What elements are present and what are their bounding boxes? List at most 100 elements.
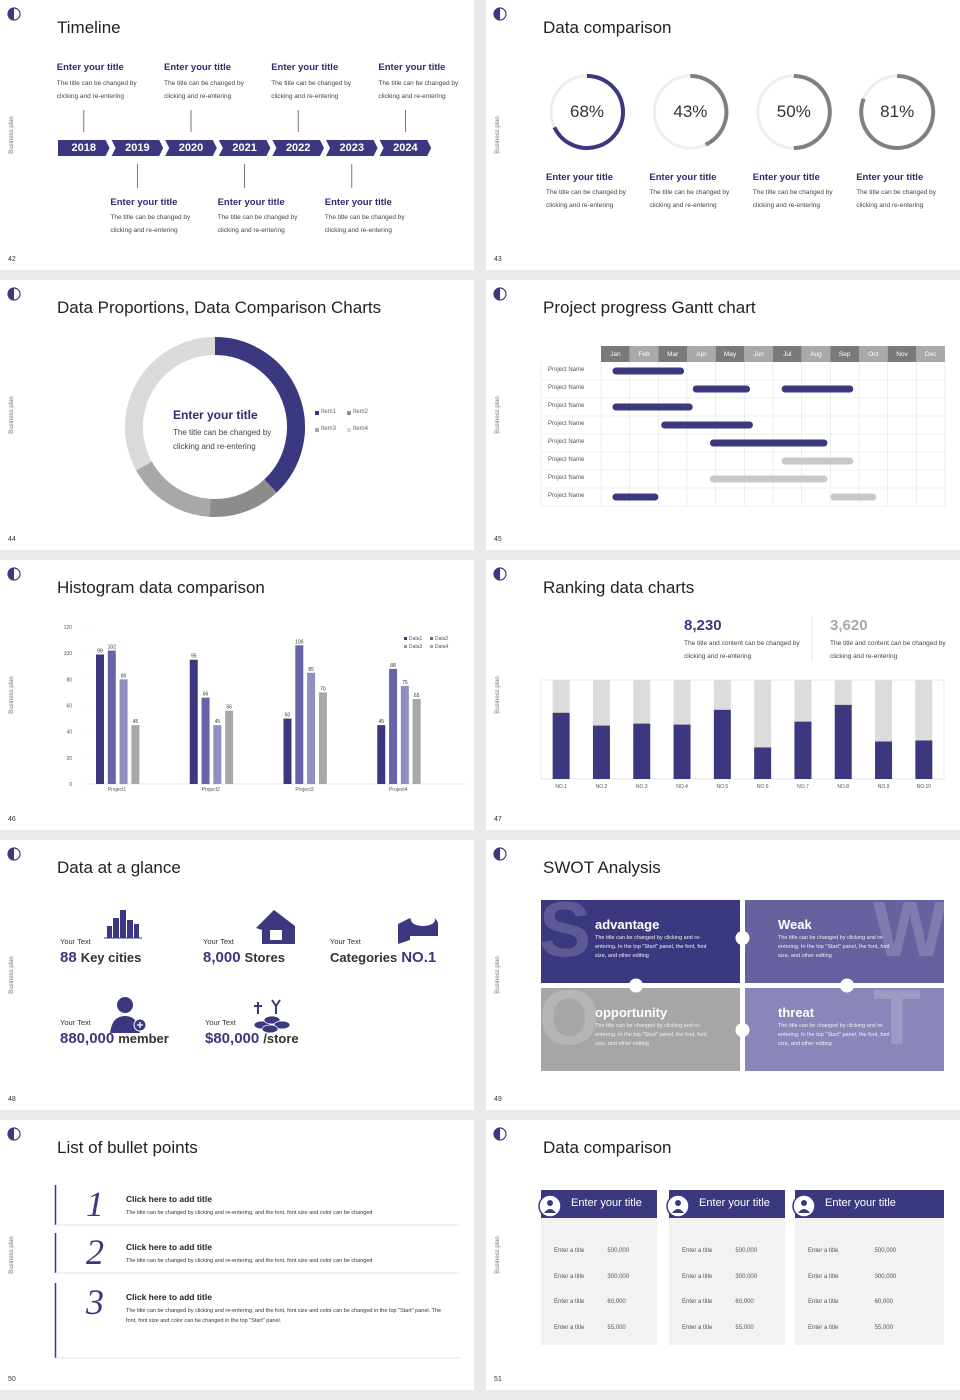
x-tick-label: Project3 <box>295 787 314 793</box>
year-label: 2021 <box>232 142 257 154</box>
row-value: 55,000 <box>607 1324 626 1331</box>
puzzle-knob <box>735 1023 750 1037</box>
card-icon <box>547 1200 553 1206</box>
x-tick-label: NO.8 <box>837 784 849 790</box>
y-tick-label: 20 <box>66 756 72 762</box>
side-label: Business plan <box>9 396 15 434</box>
task-name: Project Name <box>548 367 585 373</box>
month-header <box>687 346 716 362</box>
year-label: 2023 <box>339 142 365 154</box>
value-label: 56 <box>226 705 232 711</box>
icon <box>127 920 133 938</box>
bar-segment <box>875 741 893 779</box>
bar <box>400 685 409 784</box>
slide: Jan Feb Mar Apr May Jun Jul Aug Sep Oct Nov Dec Busi… <box>486 280 960 550</box>
month-header <box>629 346 659 362</box>
year-label: 2019 <box>125 142 150 154</box>
stat-unit: member <box>118 1031 169 1046</box>
bar <box>107 650 116 784</box>
slide-title: Data comparison <box>543 1138 672 1157</box>
legend-swatch <box>347 428 351 432</box>
page-number: 48 <box>8 1096 16 1103</box>
row-label: Enter a title <box>808 1299 839 1305</box>
x-tick-label: Project1 <box>108 787 127 793</box>
card-body <box>541 1218 657 1345</box>
legend-swatch <box>430 645 433 648</box>
ring-label: 81% <box>880 102 915 121</box>
stat-label: Your Text <box>205 1018 236 1027</box>
side-label: Business plan <box>9 676 15 714</box>
value-label: 45 <box>133 719 139 725</box>
entry-title: Enter your title <box>752 172 820 183</box>
row-value: 500,000 <box>735 1248 758 1254</box>
legend-label: Data4 <box>435 644 449 650</box>
item-text: The title can be changed by clicking and… <box>126 1308 442 1324</box>
slide: NO.1 NO.2 NO.3 NO.4 NO.5 NO.6 NO.7 NO.8 NO.9 NO.1… <box>486 560 960 830</box>
stat-value: 88 <box>60 949 77 966</box>
entry-text: The title can be changed by clicking and… <box>271 80 352 100</box>
card-icon <box>798 1209 810 1213</box>
bar <box>307 672 316 784</box>
bar-segment <box>794 721 812 779</box>
icon <box>134 924 139 938</box>
page-number: 43 <box>494 256 502 263</box>
ring-label: 50% <box>776 102 811 121</box>
stat-prefix: Categories <box>330 950 398 965</box>
swot-letter: T <box>873 973 921 1061</box>
highlight-value: 3,620 <box>830 617 868 634</box>
legend-swatch <box>315 411 319 415</box>
entry-text: The title can be changed by clicking and… <box>649 189 730 209</box>
gantt-bar <box>612 493 659 501</box>
year-segment <box>165 140 217 156</box>
slide-graphics <box>493 1127 944 1345</box>
month-header <box>773 346 802 362</box>
x-tick-label: NO.3 <box>636 784 648 790</box>
swot-text: The title can be changed by clicking and… <box>595 935 707 959</box>
center-title: Enter your title <box>173 408 258 422</box>
puzzle-knob <box>840 978 854 993</box>
bar-segment <box>915 740 933 779</box>
task-name: Project Name <box>548 493 585 499</box>
item-title: Click here to add title <box>126 1194 212 1204</box>
slide: Business plan 44 Data Proportions, Data Co… <box>0 280 474 550</box>
slide-graphics <box>7 287 351 517</box>
value-label: 99 <box>97 648 103 654</box>
icon <box>113 918 119 938</box>
bar-segment <box>754 747 772 779</box>
bar <box>201 697 210 784</box>
item-title: Click here to add title <box>126 1242 212 1252</box>
card-body <box>669 1218 785 1345</box>
logo <box>494 288 500 300</box>
x-tick-label: NO.4 <box>676 784 688 790</box>
side-label: Business plan <box>9 956 15 994</box>
bar-segment <box>834 680 852 705</box>
legend-swatch <box>404 645 407 648</box>
logo <box>494 848 500 860</box>
side-label: Business plan <box>9 116 15 154</box>
bar-segment <box>834 704 852 779</box>
logo <box>8 568 14 580</box>
icon <box>256 910 295 944</box>
logo <box>8 848 14 860</box>
year-label: 2020 <box>178 142 204 154</box>
row-value: 60,000 <box>607 1299 626 1305</box>
y-tick-label: 60 <box>66 704 72 710</box>
row-label: Enter a title <box>554 1324 585 1331</box>
month-label: Dec <box>925 351 937 358</box>
value-label: 45 <box>215 719 221 725</box>
stat-line: 880,000 member <box>60 1030 169 1048</box>
row-value: 55,000 <box>735 1324 754 1331</box>
legend-swatch <box>315 428 319 432</box>
slide-title: Project progress Gantt chart <box>543 298 756 317</box>
icon <box>137 1022 143 1028</box>
entry-title: Enter your title <box>546 172 614 183</box>
slide-title: SWOT Analysis <box>543 858 661 877</box>
icon <box>270 930 282 940</box>
row-value: 300,000 <box>607 1273 630 1280</box>
entry-text: The title can be changed by clicking and… <box>56 80 137 100</box>
slide-graphics <box>493 7 936 150</box>
legend-label: Item2 <box>353 409 369 415</box>
ring-arc <box>793 74 832 150</box>
card-icon <box>544 1209 556 1213</box>
